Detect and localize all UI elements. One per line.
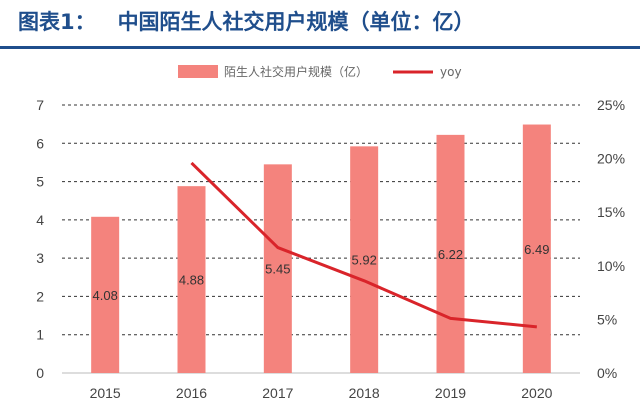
bar [522, 124, 551, 373]
bar-data-label: 6.49 [524, 242, 549, 257]
left-axis-ticks: 0 1 2 3 4 5 6 7 [36, 97, 44, 381]
bar-data-label: 6.22 [438, 247, 463, 262]
right-axis-ticks: 0% 5% 10% 15% 20% 25% [597, 97, 625, 381]
x-axis-tick-label: 2017 [262, 385, 293, 401]
gridlines [62, 104, 580, 374]
yoy-line-series [190, 161, 537, 329]
right-axis-tick-label: 20% [597, 151, 625, 167]
title-divider [0, 46, 640, 49]
left-axis-tick-label: 2 [36, 288, 44, 304]
bar [91, 216, 120, 373]
bar [263, 164, 292, 373]
x-axis-tick-label: 2019 [435, 385, 466, 401]
right-axis-tick-label: 10% [597, 258, 625, 274]
x-axis-ticks: 2015 2016 2017 2018 2019 2020 [90, 385, 553, 401]
x-axis-tick-label: 2020 [521, 385, 552, 401]
right-axis-tick-label: 15% [597, 204, 625, 220]
bar [177, 186, 206, 373]
legend-bar-label: 陌生人社交用户规模（亿） [224, 64, 368, 79]
bar [436, 134, 465, 373]
right-axis-tick-label: 25% [597, 97, 625, 113]
bar [350, 146, 379, 373]
bar-data-labels: 4.08 4.88 5.45 5.92 6.22 6.49 [93, 242, 550, 303]
left-axis-tick-label: 6 [36, 135, 44, 151]
left-axis-tick-label: 0 [36, 365, 44, 381]
right-axis-tick-label: 5% [597, 311, 617, 327]
bar-data-label: 5.92 [352, 253, 377, 268]
left-axis-tick-label: 3 [36, 250, 44, 266]
left-axis-tick-label: 7 [36, 97, 44, 113]
x-axis-tick-label: 2015 [90, 385, 121, 401]
left-axis-tick-label: 4 [36, 212, 44, 228]
x-axis-tick-label: 2016 [176, 385, 207, 401]
x-axis-tick-label: 2018 [349, 385, 380, 401]
bar-data-label: 4.88 [179, 273, 204, 288]
figure-title: 图表1： 中国陌生人社交用户规模（单位：亿） [0, 0, 640, 44]
bar-data-label: 5.45 [265, 262, 290, 277]
figure-caption-prefix: 图表1： [18, 10, 96, 34]
chart-legend: 陌生人社交用户规模（亿） yoy [178, 64, 462, 79]
left-axis-tick-label: 5 [36, 174, 44, 190]
left-axis-tick-label: 1 [36, 327, 44, 343]
legend-bar-swatch [178, 65, 218, 78]
figure-caption-text: 中国陌生人社交用户规模（单位：亿） [117, 10, 475, 34]
bar-data-label: 4.08 [93, 288, 118, 303]
yoy-line [190, 161, 537, 329]
right-axis-tick-label: 0% [597, 365, 617, 381]
bar-series [91, 124, 551, 373]
legend-line-label: yoy [440, 65, 462, 79]
